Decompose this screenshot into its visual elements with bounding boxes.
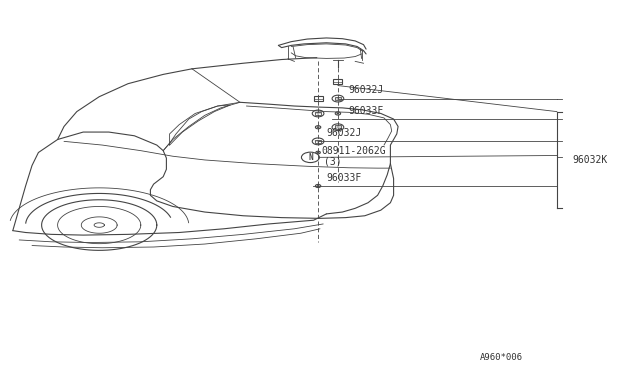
Text: (3): (3)	[324, 157, 342, 167]
Text: 96032J: 96032J	[326, 128, 362, 138]
Text: A960*006: A960*006	[480, 353, 523, 362]
Circle shape	[317, 185, 319, 187]
Text: 96033F: 96033F	[349, 106, 384, 116]
Text: 08911-2062G: 08911-2062G	[321, 146, 386, 156]
Text: 96032J: 96032J	[349, 85, 384, 95]
Circle shape	[337, 113, 339, 114]
Text: 96033F: 96033F	[326, 173, 362, 183]
Text: N: N	[308, 153, 313, 162]
Circle shape	[317, 126, 319, 128]
Text: 96032K: 96032K	[573, 155, 608, 165]
Circle shape	[317, 152, 319, 153]
